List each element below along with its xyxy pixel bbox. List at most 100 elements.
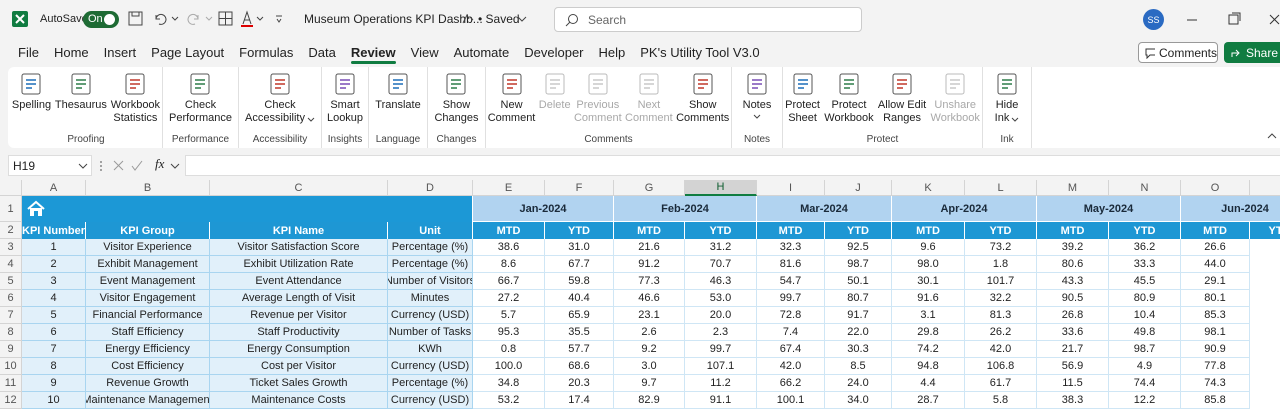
ribbon-tab[interactable]: Page Layout xyxy=(151,45,225,60)
ribbon-button[interactable]: New Comment xyxy=(488,71,535,135)
column-title: KPI Number xyxy=(22,222,86,239)
kpi-value-cell: 67.7 xyxy=(545,256,614,273)
ribbon-button[interactable]: Check Accessibility xyxy=(245,71,315,135)
ribbon-button[interactable]: Thesaurus xyxy=(55,71,107,135)
window-controls[interactable] xyxy=(1180,10,1280,30)
ribbon-tab[interactable]: PK's Utility Tool V3.0 xyxy=(640,45,760,60)
ribbon-group-buttons: New Comment Delete Previous Comment Next Comme… xyxy=(486,67,731,135)
kpi-info-cell: Currency (USD) xyxy=(388,358,473,375)
kpi-value-cell: 33.3 xyxy=(1109,256,1181,273)
quick-access-icons[interactable] xyxy=(126,9,286,29)
kpi-value-cell: 99.7 xyxy=(685,341,757,358)
kpi-value-cell: 31.0 xyxy=(545,239,614,256)
kpi-info-cell: Ticket Sales Growth xyxy=(210,375,388,392)
kpi-info-cell: Staff Productivity xyxy=(210,324,388,341)
kpi-value-cell: 2.3 xyxy=(685,324,757,341)
ribbon-tab[interactable]: Developer xyxy=(524,45,584,60)
ribbon-tab[interactable]: Formulas xyxy=(239,45,294,60)
ribbon-group-label: Performance xyxy=(171,134,230,145)
button-label-text: Smart xyxy=(330,99,360,111)
ribbon-group-label: Insights xyxy=(327,134,363,145)
kpi-info-cell: Exhibit Utilization Rate xyxy=(210,256,388,273)
kpi-value-cell: 101.7 xyxy=(965,273,1037,290)
kpi-value-cell: 82.9 xyxy=(614,392,685,409)
ribbon-tab[interactable]: File xyxy=(18,45,39,60)
button-label-text: Delete xyxy=(538,99,571,111)
ribbon-group-buttons: Check Performance xyxy=(163,67,238,135)
ribbon-tab[interactable]: Automate xyxy=(453,45,510,60)
formula-icons[interactable] xyxy=(98,157,158,175)
column-title: KPI Name xyxy=(210,222,388,239)
kpi-value-cell: 91.6 xyxy=(892,290,965,307)
kpi-value-cell: 98.7 xyxy=(825,256,892,273)
kpi-info-cell: Currency (USD) xyxy=(388,307,473,324)
ribbon-button: Next Comment xyxy=(625,71,673,135)
file-icon xyxy=(462,13,474,24)
button-label: Unshare xyxy=(934,99,976,112)
button-label: Statistics xyxy=(113,112,157,125)
ribbon-tab[interactable]: Data xyxy=(308,45,336,60)
file-name[interactable]: Museum Operations KPI Dashb... xyxy=(304,12,483,26)
kpi-value-cell: 49.8 xyxy=(1109,324,1181,341)
formula-input[interactable] xyxy=(185,155,1280,176)
share-button[interactable]: Share xyxy=(1224,42,1280,63)
ribbon-button[interactable]: Hide Ink xyxy=(993,71,1021,135)
column-header: I xyxy=(757,180,825,196)
ribbon-tab[interactable]: Home xyxy=(53,45,89,60)
name-box[interactable]: H19 xyxy=(8,155,92,176)
ribbon-button[interactable]: Protect Workbook xyxy=(824,71,874,135)
kpi-value-cell: 46.6 xyxy=(614,290,685,307)
button-label: Performance xyxy=(169,112,232,125)
kpi-value-cell: 90.5 xyxy=(1037,290,1109,307)
ribbon-button[interactable]: Translate xyxy=(375,71,421,135)
ribbon-button[interactable]: Show Comments xyxy=(676,71,729,135)
kpi-value-cell: 77.8 xyxy=(1181,358,1250,375)
column-title: KPI Group xyxy=(86,222,210,239)
ribbon-tab[interactable]: View xyxy=(410,45,439,60)
column-header: G xyxy=(614,180,685,196)
save-status[interactable]: • Saved xyxy=(478,12,520,26)
collapse-ribbon[interactable] xyxy=(1266,131,1278,141)
ribbon-tab[interactable]: Review xyxy=(350,45,396,64)
ribbon-button[interactable]: Spelling xyxy=(12,71,51,135)
ribbon-button[interactable]: Smart Lookup xyxy=(327,71,363,135)
ribbon-button[interactable]: Notes xyxy=(743,71,771,135)
ribbon-button[interactable]: Workbook Statistics xyxy=(111,71,160,135)
kpi-value-cell: 73.2 xyxy=(965,239,1037,256)
kpi-info-cell: Number of Visitors xyxy=(388,273,473,290)
kpi-info-cell: Exhibit Management xyxy=(86,256,210,273)
comments-button[interactable]: Comments xyxy=(1138,42,1218,63)
ribbon-button[interactable]: Show Changes xyxy=(434,71,479,135)
button-label-text: Statistics xyxy=(113,112,158,124)
kpi-value-cell: 80.9 xyxy=(1109,290,1181,307)
kpi-value-cell: 45.5 xyxy=(1109,273,1181,290)
button-label: Thesaurus xyxy=(55,99,107,112)
user-avatar[interactable]: SS xyxy=(1143,9,1164,30)
kpi-value-cell: 5.8 xyxy=(965,392,1037,409)
kpi-value-cell: 7.4 xyxy=(757,324,825,341)
kpi-info-cell: KWh xyxy=(388,341,473,358)
dropdown-chevron xyxy=(1011,117,1019,122)
insert-function[interactable]: fx xyxy=(155,156,165,171)
ribbon-tab[interactable]: Insert xyxy=(103,45,137,60)
ribbon-button[interactable]: Check Performance xyxy=(169,71,232,135)
kpi-info-cell: 7 xyxy=(22,341,86,358)
ribbon-group-label: Notes xyxy=(743,134,771,145)
column-title: YTD xyxy=(545,222,614,239)
kpi-info-cell: Currency (USD) xyxy=(388,392,473,409)
ribbon-group-buttons: Show Changes xyxy=(428,67,485,135)
autosave-toggle[interactable]: On xyxy=(83,11,119,28)
kpi-value-cell: 0.8 xyxy=(473,341,545,358)
button-label-text: Ranges xyxy=(883,112,922,124)
kpi-value-cell: 74.4 xyxy=(1109,375,1181,392)
kpi-info-cell: Staff Efficiency xyxy=(86,324,210,341)
ribbon-button[interactable]: Allow Edit Ranges xyxy=(878,71,926,135)
button-label: Changes xyxy=(434,112,478,125)
button-label-text: New xyxy=(500,99,523,111)
kpi-value-cell: 53.0 xyxy=(685,290,757,307)
ribbon-button[interactable]: Protect Sheet xyxy=(785,71,820,135)
button-icon xyxy=(839,73,859,95)
ribbon-tab[interactable]: Help xyxy=(598,45,626,60)
search-box[interactable]: Search xyxy=(554,7,862,32)
button-label-text: Protect xyxy=(831,99,867,111)
